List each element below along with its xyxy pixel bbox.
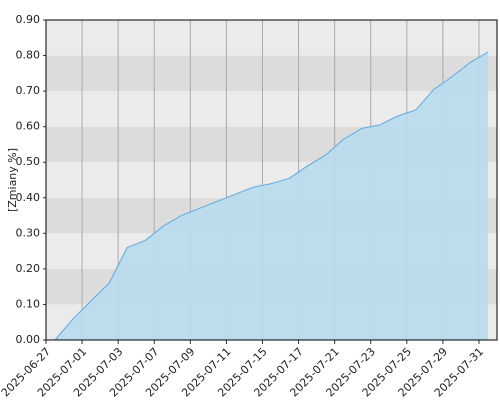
y-tick-label: 0.40 <box>16 191 41 204</box>
y-tick-label: 0.00 <box>16 333 41 346</box>
y-tick-label: 0.90 <box>16 13 41 26</box>
grid-band <box>46 20 497 56</box>
plot-frame <box>45 19 498 341</box>
y-tick-label: 0.50 <box>16 155 41 168</box>
y-tick-label: 0.20 <box>16 262 41 275</box>
y-tick-label: 0.60 <box>16 120 41 133</box>
y-tick-label: 0.70 <box>16 84 41 97</box>
y-tick-label: 0.80 <box>16 49 41 62</box>
y-axis-label: [Zmiany %] <box>6 148 19 212</box>
y-tick-label: 0.10 <box>16 297 41 310</box>
line <box>54 51 489 341</box>
grid-band <box>46 55 497 92</box>
area <box>55 52 488 340</box>
y-tick-label: 0.30 <box>16 226 41 239</box>
